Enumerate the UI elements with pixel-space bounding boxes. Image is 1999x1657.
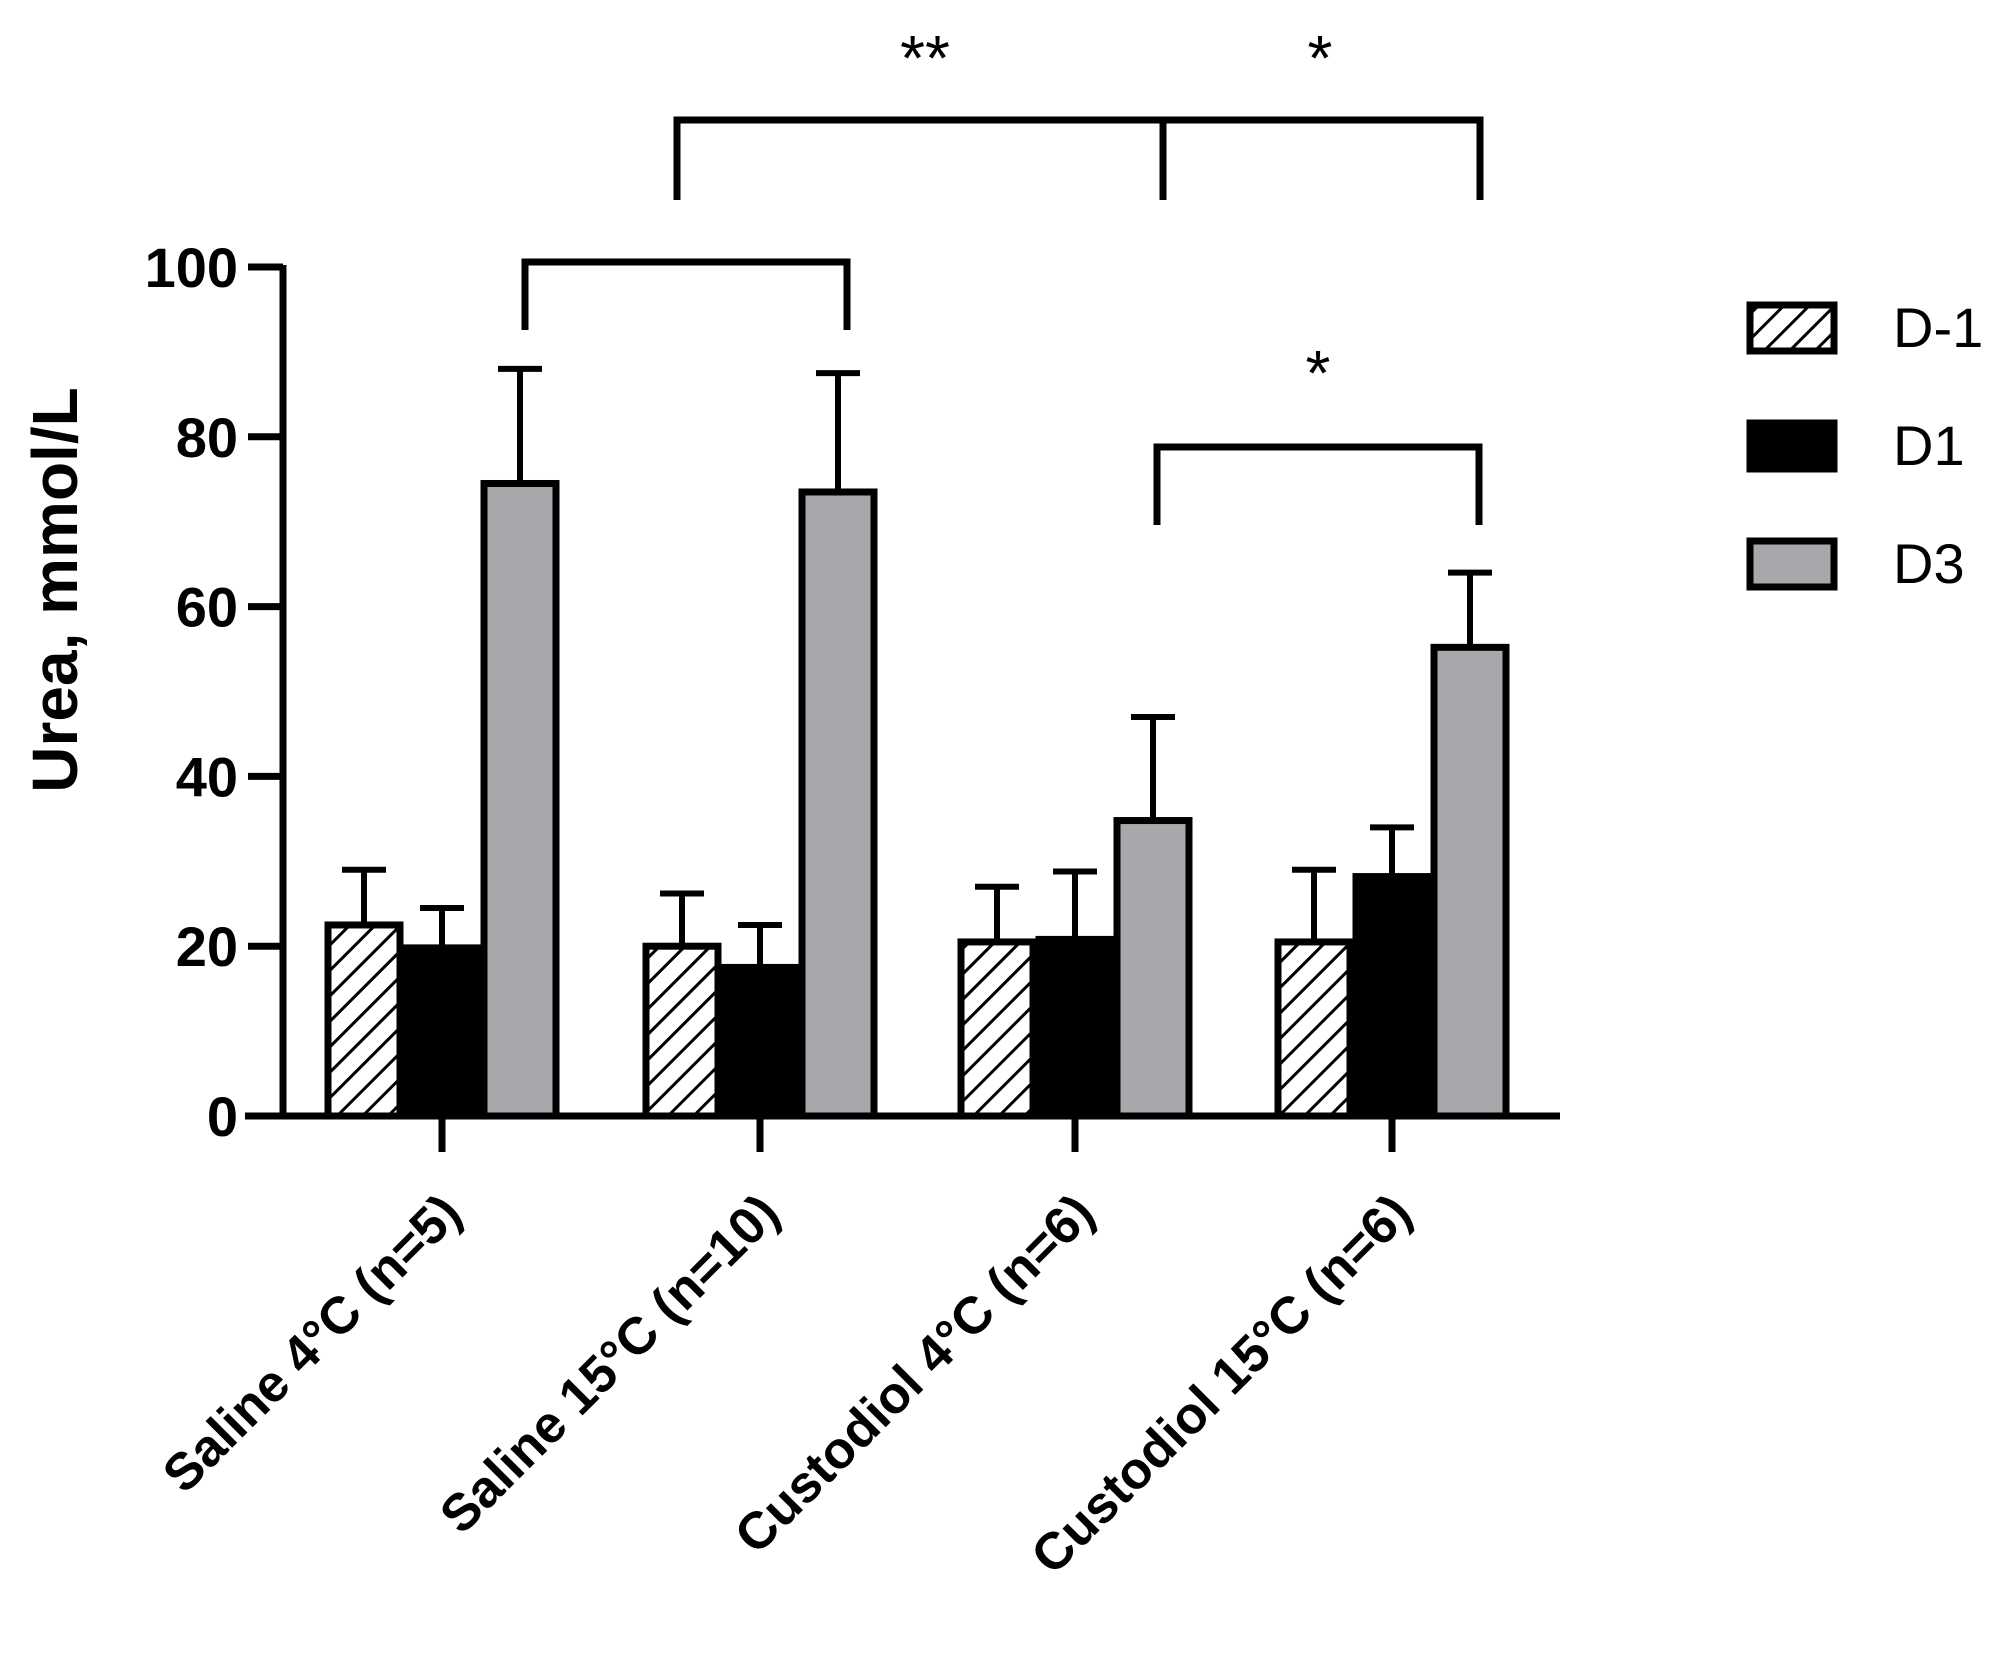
bar-D1 bbox=[402, 944, 482, 1120]
legend-label-D3: D3 bbox=[1893, 532, 1965, 595]
bar-D-1 bbox=[1274, 938, 1354, 1120]
bar-D1 bbox=[1352, 873, 1432, 1120]
bar-D3 bbox=[480, 479, 560, 1120]
bar-D3 bbox=[1430, 643, 1510, 1120]
bar-D-1 bbox=[324, 921, 404, 1120]
plot-area: 0 20 40 60 80 100 Saline 4°C (n=5)Saline 15°C … bbox=[145, 22, 1560, 1585]
legend-label-D1: D1 bbox=[1893, 414, 1965, 477]
significance-label-0: ** bbox=[900, 22, 950, 94]
bar-D1 bbox=[720, 963, 800, 1120]
bar-D3 bbox=[1113, 817, 1193, 1120]
legend-swatch-D1 bbox=[1746, 419, 1838, 473]
x-tick-label-0: Saline 4°C (n=5) bbox=[152, 1183, 472, 1503]
significance-bracket bbox=[521, 258, 851, 330]
x-tick-label-1: Saline 15°C (n=10) bbox=[429, 1183, 790, 1544]
y-tick-label-2: 40 bbox=[176, 745, 238, 808]
bar-D-1 bbox=[642, 942, 722, 1120]
y-tick-label-1: 20 bbox=[176, 915, 238, 978]
significance-bracket bbox=[673, 116, 1163, 200]
legend-swatch-D3 bbox=[1746, 537, 1838, 591]
y-axis-title: Urea, mmol/L bbox=[19, 387, 91, 792]
x-tick-label-2: Custodiol 4°C (n=6) bbox=[724, 1183, 1106, 1565]
significance-label-3: * bbox=[1306, 337, 1331, 409]
significance-bracket bbox=[1153, 443, 1483, 525]
significance-label-1: * bbox=[1308, 22, 1333, 94]
y-tick-label-3: 60 bbox=[176, 576, 238, 639]
bar-D1 bbox=[1035, 935, 1115, 1120]
bar-D3 bbox=[798, 488, 878, 1120]
significance-bracket bbox=[1159, 116, 1484, 200]
y-tick-label-0: 0 bbox=[207, 1085, 238, 1148]
y-tick-label-4: 80 bbox=[176, 406, 238, 469]
legend: D-1 D1 D3 bbox=[1746, 296, 1983, 595]
legend-label-D-1: D-1 bbox=[1893, 296, 1983, 359]
bar-D-1 bbox=[957, 938, 1037, 1120]
y-tick-label-5: 100 bbox=[145, 236, 238, 299]
legend-swatch-D-1 bbox=[1746, 301, 1838, 355]
